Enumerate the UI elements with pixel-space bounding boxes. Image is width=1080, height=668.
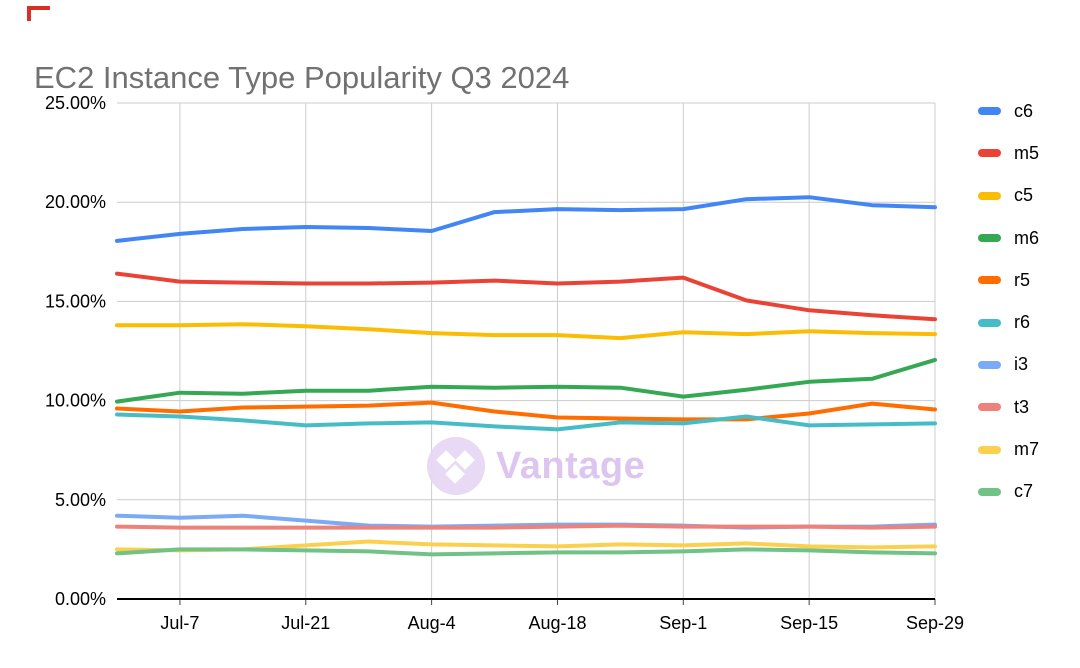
series-line-c6 [115,195,937,243]
series-line-r6 [115,412,937,432]
x-axis-label: Jul-21 [281,613,330,633]
legend-item-r5: r5 [978,259,1078,301]
x-axis-label: Sep-29 [906,613,964,633]
y-axis-label: 0.00% [55,589,106,609]
y-axis-label: 25.00% [45,93,106,113]
x-axis-label: Sep-15 [780,613,838,633]
legend-swatch-c6 [978,107,1001,116]
x-axis-label: Aug-18 [528,613,586,633]
legend-swatch-c7 [978,487,1001,496]
chart-legend: c6 m5 c5 m6 r5 r6 i3 t3 m7 c7 [978,90,1078,513]
legend-item-c5: c5 [978,175,1078,217]
legend-item-m5: m5 [978,132,1078,174]
legend-swatch-i3 [978,360,1001,369]
vantage-watermark[interactable]: Vantage [427,436,645,496]
legend-label-m5: m5 [1014,142,1040,163]
legend-item-t3: t3 [978,386,1078,428]
corner-mark [27,6,50,21]
legend-swatch-r5 [978,276,1001,285]
x-axis-label: Sep-1 [659,613,707,633]
y-axis-label: 20.00% [45,192,106,212]
legend-swatch-m5 [978,149,1001,158]
y-axis-label: 5.00% [55,490,106,510]
legend-swatch-c5 [978,191,1001,200]
legend-item-c6: c6 [978,90,1078,132]
legend-label-c5: c5 [1014,185,1034,206]
legend-label-m6: m6 [1014,227,1040,248]
legend-label-t3: t3 [1014,396,1030,417]
series-line-c5 [115,322,937,341]
legend-item-m7: m7 [978,428,1078,470]
y-axis-label: 15.00% [45,291,106,311]
page-title: EC2 Instance Type Popularity Q3 2024 [34,59,570,95]
series-line-c7 [115,547,937,557]
legend-swatch-t3 [978,403,1001,412]
legend-label-r5: r5 [1014,269,1031,290]
watermark-label: Vantage [496,444,646,487]
x-axis-label: Aug-4 [408,613,456,633]
series-line-t3 [115,523,937,530]
legend-swatch-m7 [978,445,1001,454]
legend-label-r6: r6 [1014,312,1031,333]
series-line-m5 [115,271,937,322]
legend-swatch-r6 [978,318,1001,327]
legend-label-m7: m7 [1014,439,1040,460]
legend-item-m6: m6 [978,217,1078,259]
series-line-m6 [115,357,937,404]
legend-swatch-m6 [978,234,1001,243]
legend-item-c7: c7 [978,471,1078,513]
legend-label-c7: c7 [1014,481,1034,502]
legend-label-c6: c6 [1014,100,1034,121]
legend-item-i3: i3 [978,344,1078,386]
legend-label-i3: i3 [1014,354,1029,375]
series-line-r5 [115,400,937,422]
y-axis-label: 10.00% [45,391,106,411]
vantage-diamonds-icon [427,437,485,495]
legend-item-r6: r6 [978,301,1078,343]
x-axis-label: Jul-7 [160,613,199,633]
